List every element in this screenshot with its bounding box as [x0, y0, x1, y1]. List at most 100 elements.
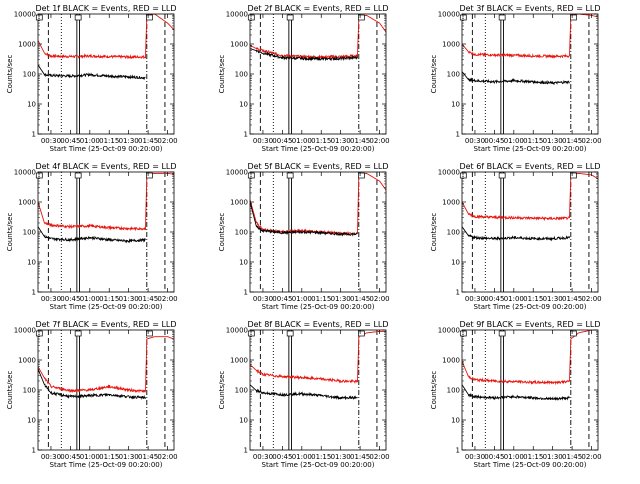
- y-axis-title: Counts/sec: [6, 213, 14, 252]
- marker-box: [459, 172, 467, 179]
- x-tick-label: 00:45: [60, 453, 80, 461]
- marker-lines: [259, 14, 378, 134]
- y-tick-label: 10000: [14, 169, 36, 177]
- series-line: [38, 368, 146, 401]
- x-tick-label: 01:30: [119, 453, 139, 461]
- y-tick-label: 100: [23, 387, 36, 395]
- marker-box: [146, 330, 153, 337]
- series-line: [38, 226, 146, 244]
- marker-lines: [471, 14, 590, 134]
- y-tick-label: 1: [244, 447, 248, 455]
- x-tick-label: 01:30: [331, 137, 351, 145]
- x-tick-label: 01:30: [331, 453, 351, 461]
- y-tick-label: 10: [239, 259, 248, 267]
- marker-box: [358, 172, 365, 179]
- x-tick-label: 01:30: [119, 137, 139, 145]
- x-tick-label: 01:45: [350, 453, 370, 461]
- x-tick-label: 01:00: [504, 295, 524, 303]
- x-tick-label: 02:00: [369, 137, 389, 145]
- y-tick-label: 10000: [438, 327, 460, 335]
- y-tick-label: 10: [27, 417, 36, 425]
- y-tick-label: 100: [235, 229, 248, 237]
- y-tick-label: 10: [451, 101, 460, 109]
- marker-box: [498, 14, 506, 21]
- y-tick-label: 1: [32, 131, 36, 139]
- x-tick-label: 00:30: [465, 137, 485, 145]
- series-line: [462, 226, 570, 242]
- x-tick-label: 00:30: [41, 453, 61, 461]
- y-tick-label: 100: [23, 229, 36, 237]
- y-axis-title: Counts/sec: [218, 55, 226, 94]
- x-tick-label: 01:45: [562, 295, 582, 303]
- marker-lines: [47, 172, 166, 292]
- marker-box: [358, 330, 365, 337]
- x-axis-title: Start Time (25-Oct-09 00:20:00): [474, 303, 587, 311]
- plot-frame: [461, 329, 599, 451]
- series-line: [250, 201, 358, 237]
- x-tick-label: 02:00: [369, 453, 389, 461]
- x-tick-label: 01:15: [523, 295, 543, 303]
- x-axis-title: Start Time (25-Oct-09 00:20:00): [262, 461, 375, 469]
- x-tick-label: 01:00: [80, 295, 100, 303]
- plot-frame: [37, 329, 175, 451]
- marker-box: [74, 172, 82, 179]
- marker-box: [498, 172, 506, 179]
- chart-panel-7: Det 7f BLACK = Events, RED = LLD 1 10 100 10…: [6, 320, 178, 469]
- y-tick-label: 100: [447, 229, 460, 237]
- x-tick-label: 02:00: [157, 137, 177, 145]
- marker-box: [570, 330, 577, 337]
- x-tick-label: 01:45: [562, 137, 582, 145]
- y-tick-label: 10000: [226, 169, 248, 177]
- y-axis-title: Counts/sec: [218, 371, 226, 410]
- marker-box: [570, 172, 577, 179]
- y-tick-label: 1000: [442, 41, 460, 49]
- y-tick-label: 1000: [230, 357, 248, 365]
- panel-title: Det 1f BLACK = Events, RED = LLD: [35, 4, 176, 13]
- x-tick-label: 01:15: [311, 137, 331, 145]
- x-tick-label: 01:45: [138, 295, 158, 303]
- x-tick-label: 00:30: [253, 295, 273, 303]
- series-line: [250, 384, 358, 401]
- y-axis-title: Counts/sec: [430, 55, 438, 94]
- chart-panel-4: Det 4f BLACK = Events, RED = LLD 1 10 100 10…: [6, 162, 178, 311]
- x-tick-label: 01:15: [523, 137, 543, 145]
- marker-box: [35, 14, 43, 21]
- y-tick-label: 100: [447, 387, 460, 395]
- x-axis-title: Start Time (25-Oct-09 00:20:00): [50, 145, 163, 153]
- x-tick-label: 00:45: [60, 295, 80, 303]
- y-tick-label: 100: [235, 71, 248, 79]
- marker-lines: [259, 330, 378, 450]
- series-line: [250, 172, 386, 237]
- y-axis-title: Counts/sec: [218, 213, 226, 252]
- x-axis-title: Start Time (25-Oct-09 00:20:00): [50, 303, 163, 311]
- y-tick-label: 10000: [14, 11, 36, 19]
- chart-panel-9: Det 9f BLACK = Events, RED = LLD 1 10 100 10…: [430, 320, 602, 469]
- plot-frame: [37, 13, 175, 135]
- x-tick-label: 00:30: [41, 137, 61, 145]
- x-tick-label: 00:45: [272, 137, 292, 145]
- x-tick-label: 01:15: [311, 453, 331, 461]
- x-tick-label: 00:45: [60, 137, 80, 145]
- x-tick-label: 01:00: [504, 453, 524, 461]
- y-tick-label: 1000: [230, 41, 248, 49]
- marker-box: [74, 14, 82, 21]
- x-tick-label: 01:00: [292, 453, 312, 461]
- series-line: [462, 384, 570, 401]
- marker-box: [286, 330, 294, 337]
- y-tick-label: 1: [32, 447, 36, 455]
- y-axis-title: Counts/sec: [6, 55, 14, 94]
- panel-title: Det 6f BLACK = Events, RED = LLD: [459, 162, 600, 171]
- x-tick-label: 01:30: [543, 453, 563, 461]
- series-line: [462, 71, 570, 86]
- y-tick-label: 10000: [226, 327, 248, 335]
- x-tick-label: 01:15: [99, 453, 119, 461]
- x-tick-label: 00:45: [484, 137, 504, 145]
- x-tick-label: 02:00: [581, 453, 601, 461]
- y-tick-label: 10: [239, 101, 248, 109]
- x-tick-label: 01:45: [562, 453, 582, 461]
- x-tick-label: 02:00: [581, 137, 601, 145]
- x-tick-label: 00:45: [272, 295, 292, 303]
- x-tick-label: 02:00: [157, 295, 177, 303]
- y-tick-label: 10000: [226, 11, 248, 19]
- plot-frame: [249, 13, 387, 135]
